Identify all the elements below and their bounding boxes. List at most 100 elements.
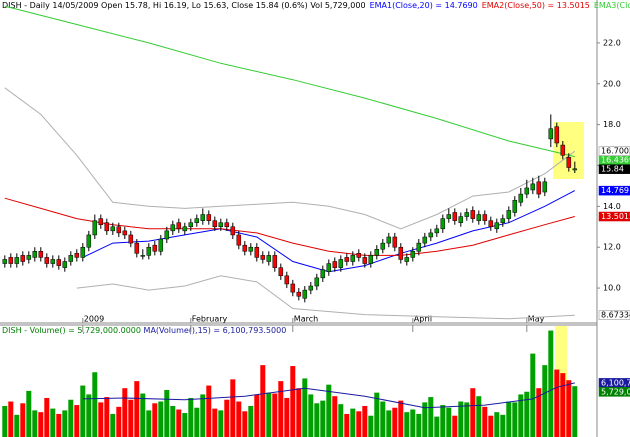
value-box (598, 146, 630, 156)
candle-body (8, 257, 14, 264)
candle-body (500, 218, 506, 223)
candle-body (554, 126, 560, 144)
candle-body (494, 222, 500, 230)
value-box (598, 185, 630, 196)
candle-body (488, 220, 494, 228)
candle-body (326, 263, 332, 272)
volume-bar (92, 372, 98, 437)
candle-body (470, 210, 476, 219)
volume-bar (14, 414, 20, 437)
volume-bar (362, 405, 368, 437)
candle-body (224, 222, 230, 228)
volume-bar (572, 386, 578, 437)
candle-body (248, 246, 254, 252)
candle-body (524, 187, 530, 195)
candle-body (38, 251, 44, 258)
candle-body (182, 226, 188, 232)
volume-bar (344, 413, 350, 437)
value-box-label: 14.769 (601, 186, 629, 195)
candle-body (152, 244, 158, 252)
volume-bar (392, 407, 398, 437)
volume-bar (206, 385, 212, 437)
y-tick-label: 22.0 (603, 38, 621, 47)
candle-body (452, 212, 458, 221)
candle-body (32, 251, 38, 258)
candle-body (242, 244, 248, 252)
candle-body (314, 277, 320, 287)
candle-body (104, 222, 110, 232)
value-box-label: 16.7003 (601, 147, 630, 156)
volume-ma-line (82, 382, 575, 409)
candle-body (2, 259, 8, 264)
candle-body (542, 181, 548, 193)
volume-bar (68, 399, 74, 437)
volume-bar (146, 410, 152, 437)
candle-body (386, 236, 392, 244)
candle-body (404, 257, 410, 262)
candle-body (416, 242, 422, 252)
volume-bar (554, 369, 560, 437)
volume-bar (368, 415, 374, 437)
candle-body (134, 242, 140, 254)
volume-bar (536, 388, 542, 437)
volume-bar (134, 381, 140, 437)
candle-body (572, 168, 578, 171)
candle-body (464, 212, 470, 217)
volume-bar (266, 392, 272, 437)
volume-bar (272, 393, 278, 437)
value-box (598, 211, 630, 222)
x-tick-label: 2009 (84, 315, 104, 324)
candle-body (68, 255, 74, 262)
volume-bar (422, 402, 428, 437)
candle-body (206, 214, 212, 221)
candle-body (74, 253, 80, 258)
volume-bar (326, 384, 332, 437)
volume-bar (140, 393, 146, 437)
volume-header: DISH - Volume() = 5,729,000.0000 MA(Volu… (2, 326, 286, 335)
volume-bar (278, 381, 284, 437)
candle-body (236, 234, 242, 246)
candle-body (410, 251, 416, 258)
volume-bar (110, 413, 116, 437)
volume-bar (404, 412, 410, 437)
candle-body (26, 255, 32, 260)
candle-body (458, 216, 464, 223)
candle-body (212, 220, 218, 228)
candle-body (218, 222, 224, 228)
header-main: DISH - Daily 14/05/2009 Open 15.78, Hi 1… (2, 1, 366, 10)
volume-bar (434, 416, 440, 437)
volume-bar (212, 408, 218, 437)
candle-body (56, 259, 62, 266)
volume-bar (464, 402, 470, 437)
y-tick-label: 12.0 (603, 243, 621, 252)
candle-body (110, 226, 116, 232)
volume-bar (44, 397, 50, 437)
candle-body (368, 255, 374, 264)
candle-body (14, 257, 20, 264)
value-box-label: 6,100,793 (601, 378, 630, 387)
volume-bar (164, 389, 170, 437)
candle-body (446, 214, 452, 219)
candle-body (434, 228, 440, 234)
candle-body (530, 183, 536, 191)
value-box (598, 310, 630, 320)
candle-body (128, 234, 134, 244)
volume-bar (512, 402, 518, 437)
candle-body (380, 242, 386, 250)
volume-bar (20, 403, 26, 437)
candle-body (338, 259, 344, 268)
volume-bar (242, 411, 248, 437)
volume-bar (500, 414, 506, 437)
volume-bar (470, 388, 476, 437)
volume-bar (458, 401, 464, 437)
volume-bar (452, 415, 458, 437)
volume-bar (218, 410, 224, 437)
value-box-label: 15.84 (601, 165, 624, 174)
candle-body (512, 199, 518, 213)
candle-body (362, 257, 368, 264)
volume-bar (152, 403, 158, 437)
y-tick-label: 10.0 (603, 284, 621, 293)
candle-body (278, 267, 284, 277)
